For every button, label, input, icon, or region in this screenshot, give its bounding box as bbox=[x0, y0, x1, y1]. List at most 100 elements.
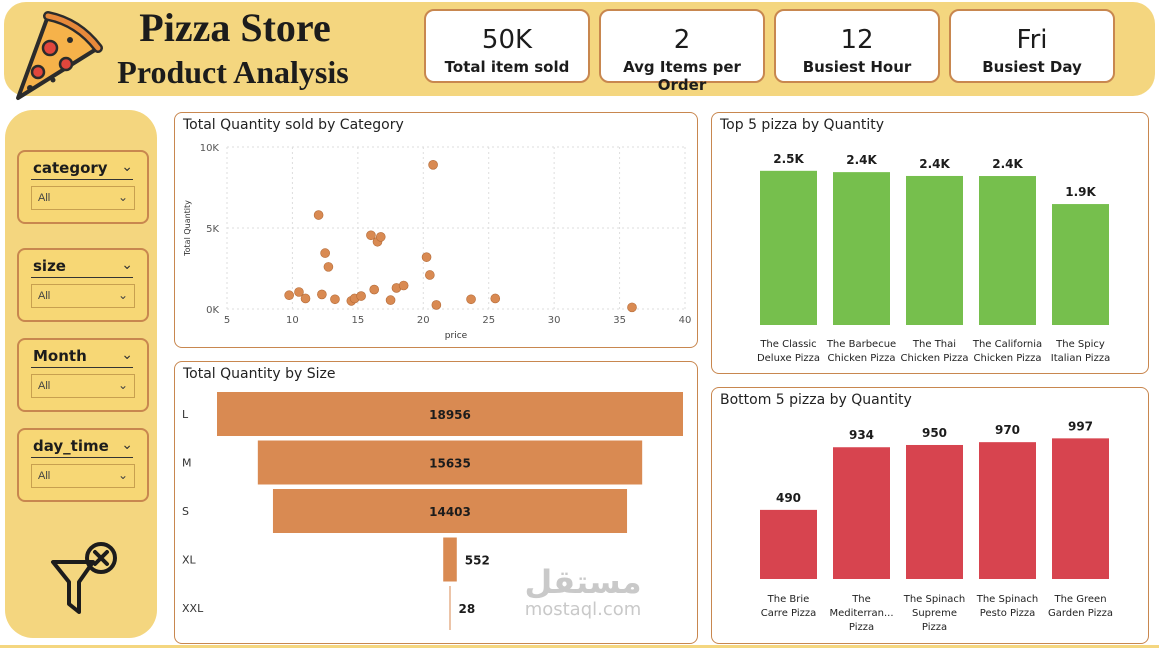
slicer-label: Month bbox=[33, 347, 87, 365]
category-label: Carre Pizza bbox=[761, 608, 816, 619]
scatter-point bbox=[627, 302, 637, 313]
kpi-card-avg-items: 2 Avg Items per Order bbox=[599, 9, 765, 94]
data-label: 2.4K bbox=[846, 153, 877, 167]
data-label: 1.9K bbox=[1065, 185, 1096, 199]
kpi-label: Busiest Day bbox=[982, 58, 1082, 76]
scatter-point bbox=[375, 232, 386, 242]
scatter-point bbox=[431, 300, 442, 310]
dropdown-value: All bbox=[38, 380, 51, 392]
scatter-point bbox=[385, 295, 396, 305]
kpi-label: Avg Items per Order bbox=[623, 58, 741, 94]
bar bbox=[906, 175, 963, 325]
x-tick-label: 25 bbox=[482, 315, 495, 326]
category-label: The Spinach bbox=[976, 594, 1039, 605]
filter-sidebar: category ⌄ All ⌄ size ⌄ All ⌄ Month ⌄ Al… bbox=[5, 110, 157, 638]
x-tick-label: 10 bbox=[286, 315, 299, 326]
chevron-down-icon: ⌄ bbox=[117, 468, 128, 482]
data-label: 2.5K bbox=[773, 152, 804, 166]
x-tick-label: 40 bbox=[679, 315, 692, 326]
category-label: M bbox=[182, 457, 192, 470]
pizza-slice-icon bbox=[16, 11, 103, 100]
bar bbox=[760, 170, 817, 325]
category-label: Supreme bbox=[912, 608, 957, 619]
scatter-point bbox=[369, 284, 380, 295]
panel-quantity-by-category: Total Quantity sold by Category 5 10 15 20 2… bbox=[174, 112, 698, 348]
kpi-value: 50K bbox=[481, 25, 533, 55]
category-label: The Classic bbox=[759, 339, 816, 350]
category-label: Chicken Pizza bbox=[901, 353, 969, 364]
footer-stripe bbox=[0, 645, 1159, 648]
data-label: 18956 bbox=[429, 408, 471, 422]
category-label: The Brie bbox=[767, 594, 810, 605]
scatter-point bbox=[313, 210, 324, 220]
category-label: XL bbox=[182, 554, 197, 567]
scatter-point bbox=[300, 293, 311, 304]
funnel-bar bbox=[449, 586, 451, 630]
dropdown-value: All bbox=[38, 470, 51, 482]
y-tick-label: 5K bbox=[206, 224, 219, 235]
category-label: The bbox=[851, 594, 871, 605]
scatter-point bbox=[294, 287, 304, 297]
bar bbox=[906, 444, 963, 579]
chevron-down-icon[interactable]: ⌄ bbox=[121, 256, 133, 272]
funnel-bar bbox=[217, 392, 683, 436]
slicer-size[interactable]: size ⌄ All ⌄ bbox=[17, 248, 149, 322]
kpi-label: Busiest Hour bbox=[802, 58, 912, 76]
funnel-bar bbox=[257, 440, 643, 485]
clear-filter-icon[interactable] bbox=[49, 540, 121, 620]
slicer-month[interactable]: Month ⌄ All ⌄ bbox=[17, 338, 149, 412]
chevron-down-icon[interactable]: ⌄ bbox=[121, 436, 133, 452]
slicer-dropdown[interactable]: All ⌄ bbox=[31, 464, 135, 488]
kpi-value: 2 bbox=[673, 25, 691, 55]
slicer-dropdown[interactable]: All ⌄ bbox=[31, 186, 135, 210]
chevron-down-icon[interactable]: ⌄ bbox=[121, 346, 133, 362]
slicer-dropdown[interactable]: All ⌄ bbox=[31, 374, 135, 398]
category-label: Chicken Pizza bbox=[974, 353, 1042, 364]
slicer-label: day_time bbox=[33, 437, 109, 455]
scatter-point bbox=[317, 289, 327, 300]
watermark-arabic: مستقل bbox=[524, 563, 642, 601]
data-label: 970 bbox=[995, 423, 1020, 437]
scatter-point bbox=[330, 294, 340, 305]
category-label: Deluxe Pizza bbox=[757, 353, 820, 364]
data-label: 2.4K bbox=[919, 157, 950, 171]
chevron-down-icon[interactable]: ⌄ bbox=[121, 158, 133, 174]
data-label: 490 bbox=[776, 491, 801, 505]
dropdown-value: All bbox=[38, 192, 51, 204]
category-label: The Green bbox=[1053, 594, 1106, 605]
scatter-point bbox=[398, 280, 409, 291]
category-label: XXL bbox=[182, 602, 204, 615]
chevron-down-icon: ⌄ bbox=[117, 378, 128, 392]
bottom5-bar-chart: 490 The Brie Carre Pizza 934 The Mediterran..… bbox=[760, 419, 1113, 633]
slicer-day-time[interactable]: day_time ⌄ All ⌄ bbox=[17, 428, 149, 502]
bar bbox=[833, 447, 890, 579]
scatter-point bbox=[428, 160, 438, 170]
x-tick-label: 20 bbox=[417, 315, 430, 326]
slicer-label: category bbox=[33, 159, 108, 177]
x-tick-label: 15 bbox=[351, 315, 364, 326]
x-tick-label: 30 bbox=[548, 315, 561, 326]
bar bbox=[760, 509, 817, 579]
panel-quantity-by-size: Total Quantity by Size L 18956 M 15635 S 1440… bbox=[174, 361, 698, 644]
chart-title: Total Quantity by Size bbox=[183, 366, 336, 382]
chart-title: Bottom 5 pizza by Quantity bbox=[720, 392, 912, 408]
chevron-down-icon: ⌄ bbox=[117, 190, 128, 204]
divider bbox=[31, 179, 133, 180]
x-axis-label: price bbox=[445, 331, 468, 341]
kpi-label: Total item sold bbox=[444, 58, 570, 76]
scatter-point bbox=[466, 294, 476, 305]
slicer-dropdown[interactable]: All ⌄ bbox=[31, 284, 135, 308]
scatter-point bbox=[284, 290, 294, 301]
scatter-point bbox=[490, 293, 501, 304]
funnel-bar bbox=[443, 537, 457, 582]
category-label: The California bbox=[972, 339, 1042, 350]
scatter-point bbox=[356, 291, 366, 301]
bar bbox=[979, 442, 1036, 579]
slicer-category[interactable]: category ⌄ All ⌄ bbox=[17, 150, 149, 224]
data-label: 934 bbox=[849, 428, 874, 442]
chevron-down-icon: ⌄ bbox=[117, 288, 128, 302]
y-tick-label: 10K bbox=[200, 143, 220, 154]
panel-bottom5-pizza: Bottom 5 pizza by Quantity 490 The Brie Ca… bbox=[711, 387, 1149, 644]
category-label: The Thai bbox=[912, 339, 956, 350]
kpi-card-busiest-day: Fri Busiest Day bbox=[949, 9, 1115, 83]
